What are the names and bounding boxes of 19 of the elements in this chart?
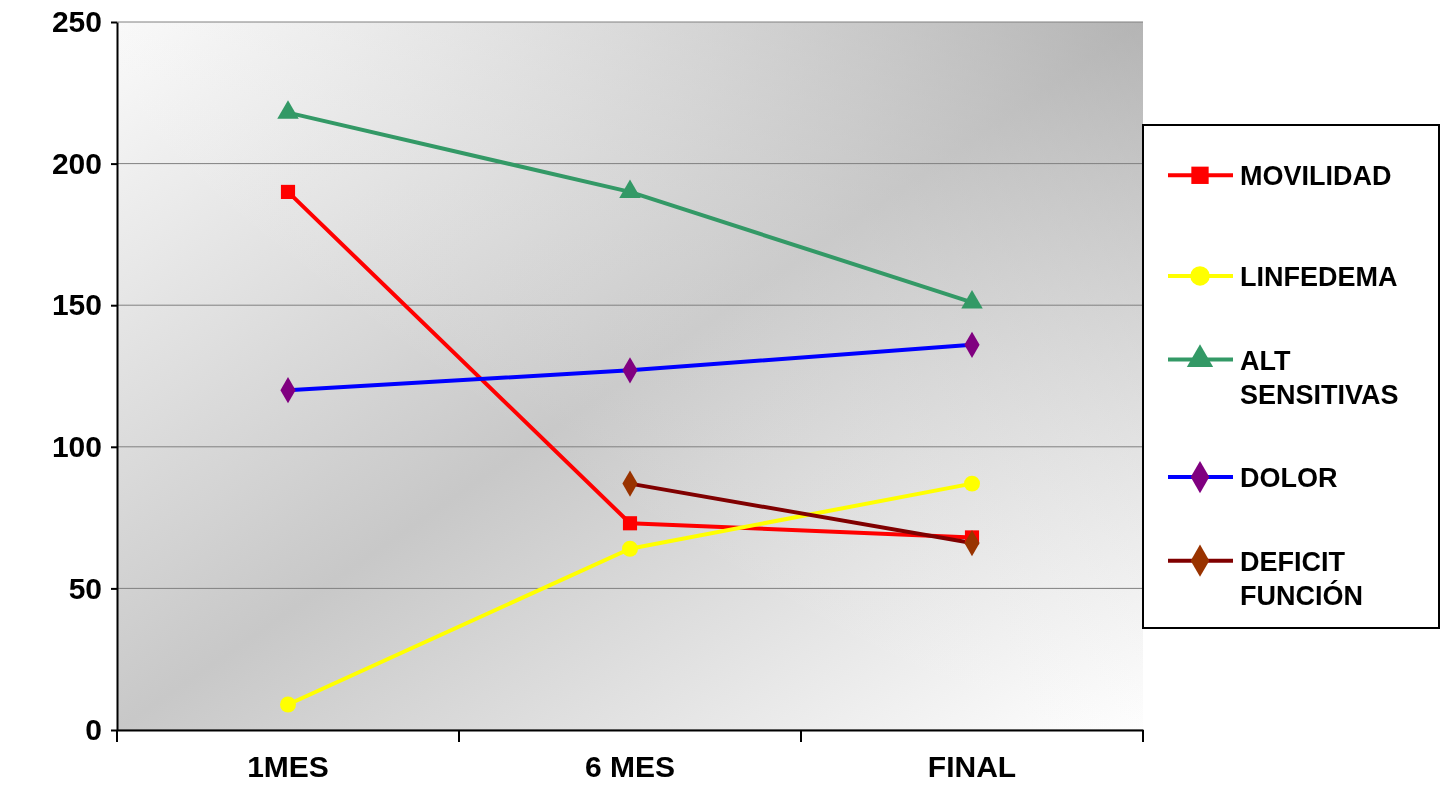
legend-label: DOLOR bbox=[1240, 463, 1338, 494]
point bbox=[280, 184, 296, 199]
y-tick-label: 100 bbox=[51, 429, 102, 463]
x-tick-label: 6 MES bbox=[584, 750, 676, 783]
y-tick-label: 200 bbox=[51, 146, 102, 180]
point bbox=[280, 696, 296, 713]
y-tick-label: 50 bbox=[68, 571, 102, 605]
x-tick-label: FINAL bbox=[927, 750, 1017, 783]
legend-label: LINFEDEMA bbox=[1240, 261, 1398, 292]
point bbox=[964, 475, 980, 492]
y-tick-label: 0 bbox=[85, 713, 102, 747]
point bbox=[622, 540, 638, 557]
x-tick-label: 1MES bbox=[247, 750, 329, 783]
y-tick-label: 250 bbox=[51, 5, 102, 39]
legend-label: ALT SENSITIVAS bbox=[1240, 345, 1399, 410]
point bbox=[622, 516, 638, 531]
y-tick-label: 150 bbox=[51, 288, 102, 322]
legend-label: MOVILIDAD bbox=[1240, 161, 1392, 192]
legend-label: DEFICIT FUNCIÓN bbox=[1240, 546, 1363, 611]
